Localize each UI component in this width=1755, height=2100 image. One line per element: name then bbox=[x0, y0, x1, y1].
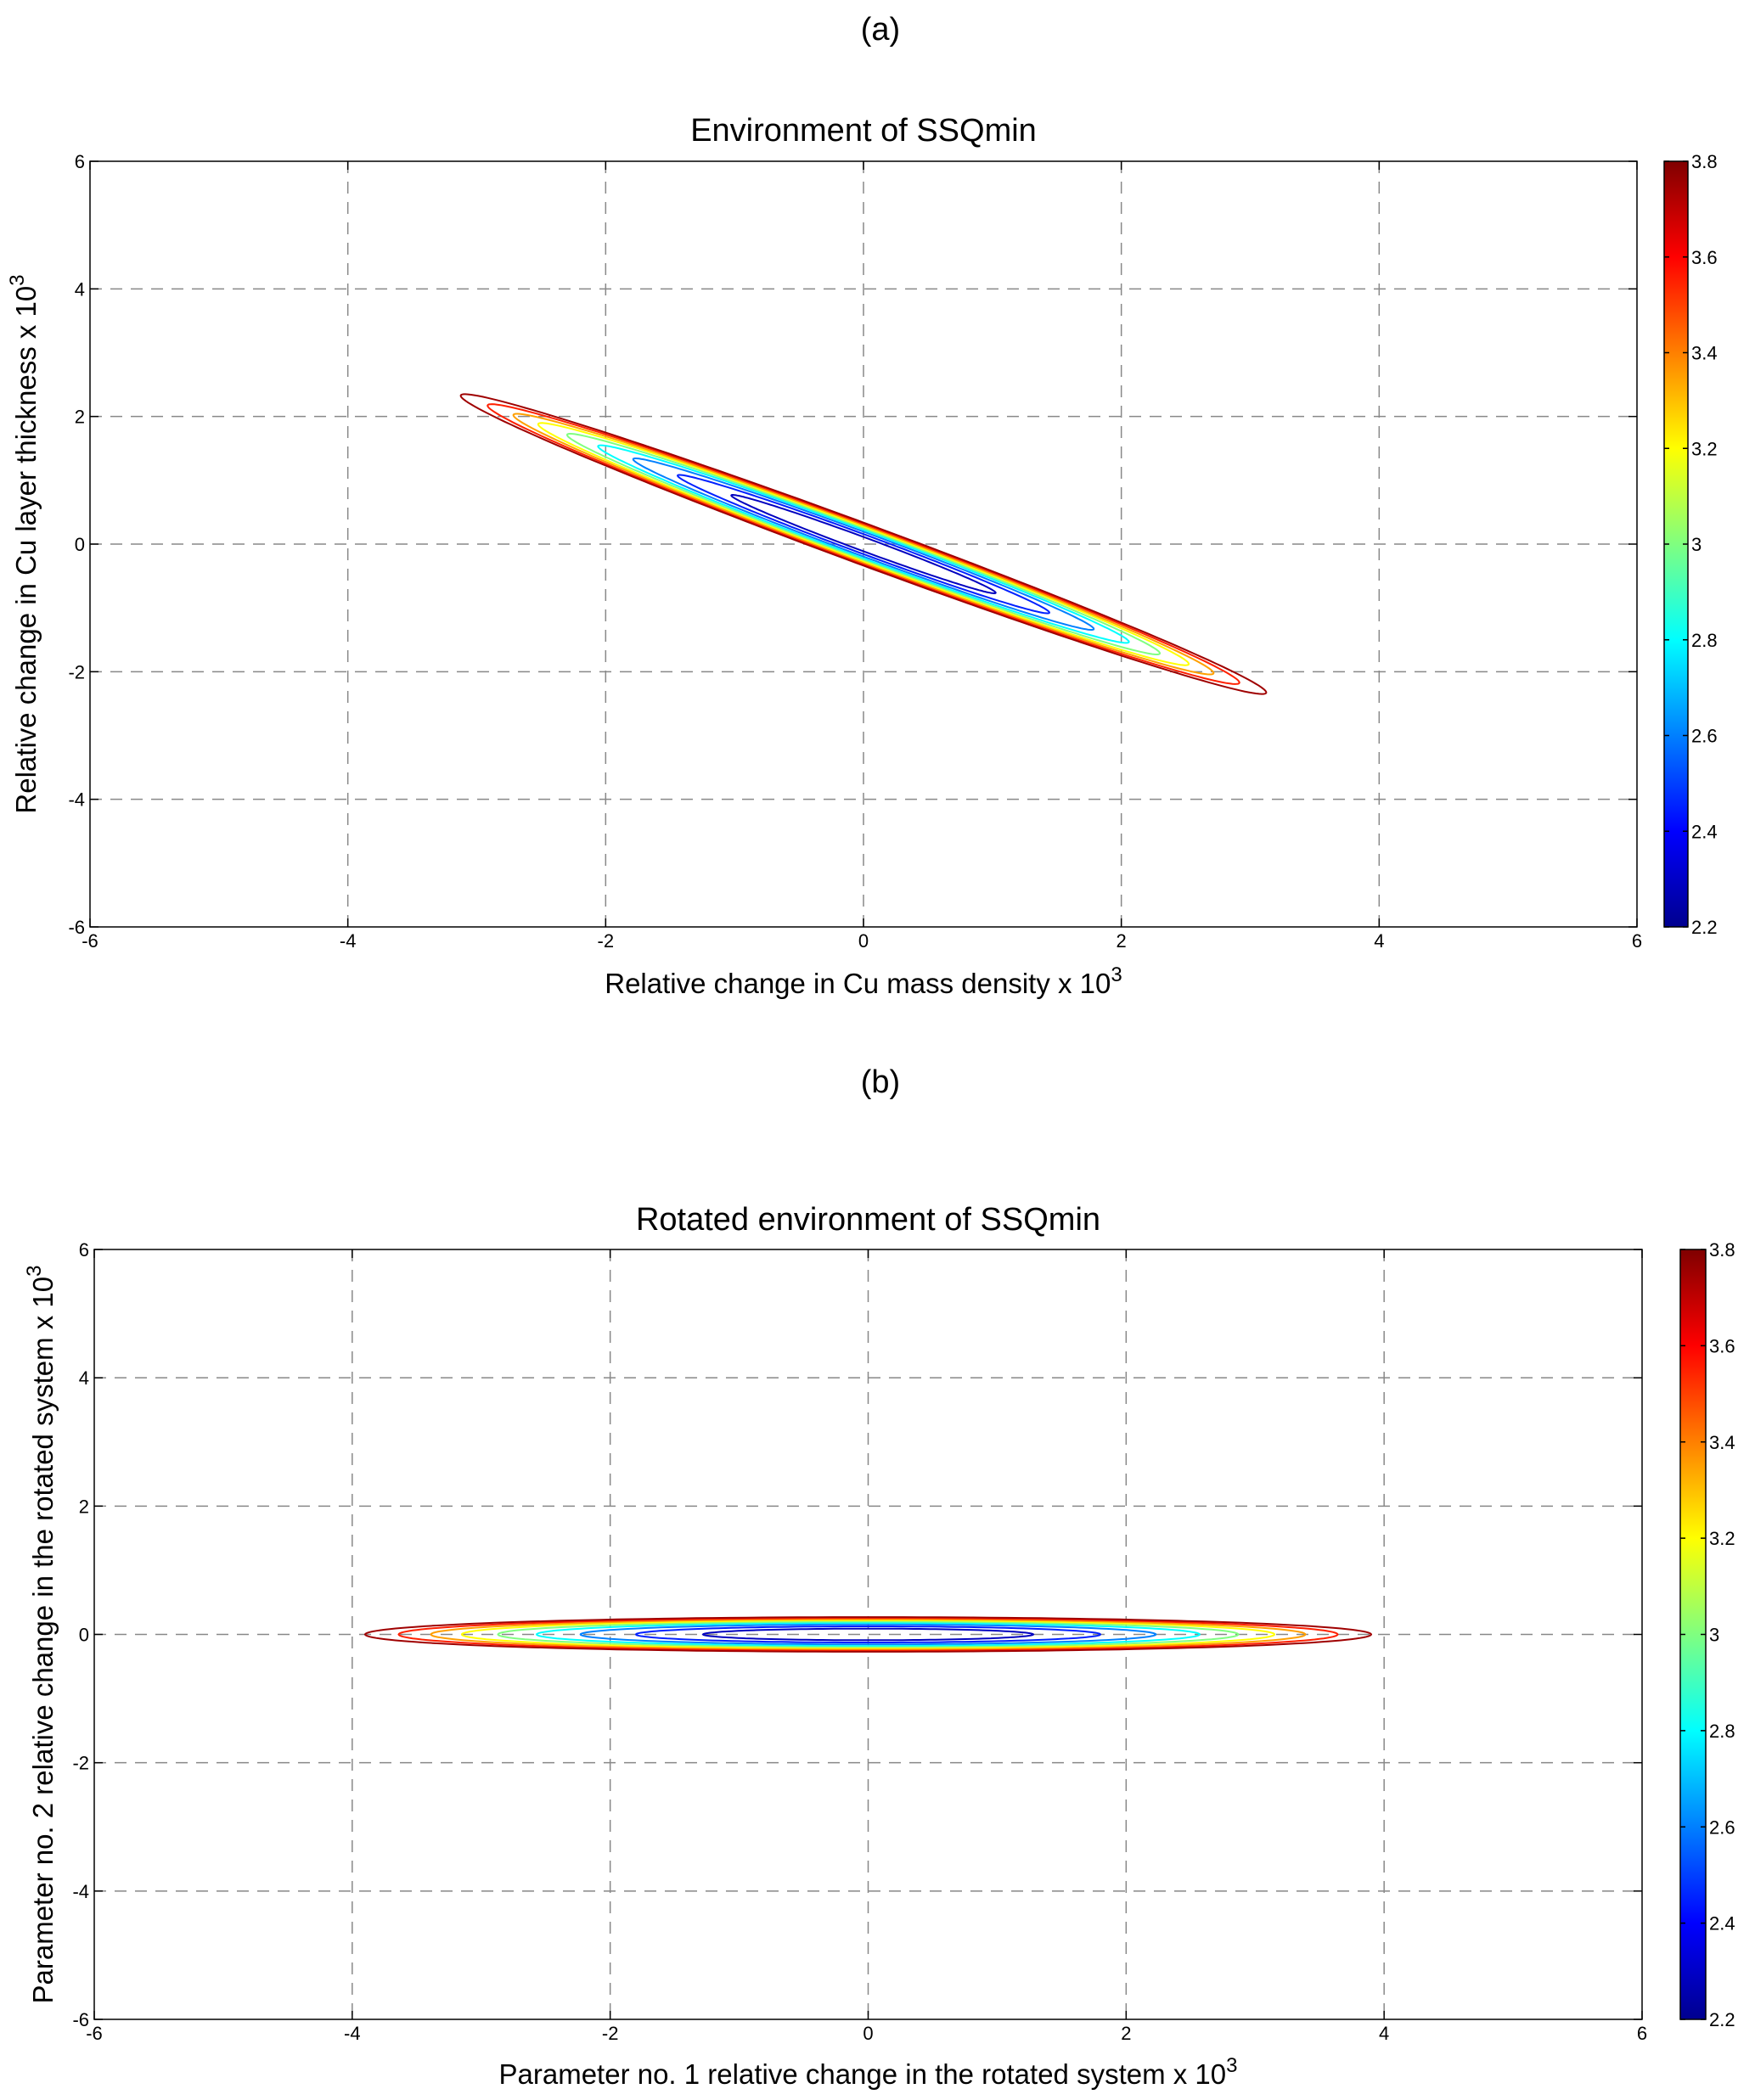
contour-line bbox=[497, 1620, 1240, 1648]
contour-line bbox=[363, 1616, 1373, 1653]
contour-line bbox=[487, 403, 1240, 685]
colorbar: 2.2 2.4 2.6 2.8 3 3.2 3.4 3.6 3.8 bbox=[1663, 151, 1718, 938]
colorbar-tick-label: 3 bbox=[1709, 1625, 1719, 1646]
x-tick-label: 4 bbox=[1379, 2023, 1389, 2044]
contour-line bbox=[632, 458, 1095, 631]
y-tick-label: 2 bbox=[75, 407, 85, 428]
colorbar-tick-label: 2.2 bbox=[1691, 917, 1718, 938]
y-tick-label: -4 bbox=[68, 789, 85, 811]
y-tick-label: -6 bbox=[72, 2009, 89, 2030]
x-axis-label: Parameter no. 1 relative change in the r… bbox=[499, 2054, 1238, 2090]
y-tick-label: -6 bbox=[68, 917, 85, 938]
y-tick-label: 6 bbox=[79, 1239, 89, 1261]
x-tick-label: -4 bbox=[340, 930, 357, 952]
contour-line bbox=[730, 494, 997, 594]
x-axis-label: Relative change in Cu mass density x 103 bbox=[605, 963, 1122, 999]
chart-panel-b: (b) Rotated environment of SSQmin -6 -4 -2 0 2… bbox=[23, 1064, 1735, 2090]
y-tick-label: 6 bbox=[75, 151, 85, 172]
x-axis-label-text: Relative change in Cu mass density x 10 bbox=[605, 968, 1111, 999]
y-tick-label: -2 bbox=[72, 1753, 89, 1774]
contour-line bbox=[536, 1621, 1201, 1648]
panel-label: (b) bbox=[861, 1064, 900, 1100]
x-axis-label-exponent: 3 bbox=[1226, 2054, 1237, 2077]
x-tick-label: 0 bbox=[863, 2023, 873, 2044]
colorbar-tick-label: 3.8 bbox=[1709, 1239, 1735, 1261]
y-axis-label-text: Parameter no. 2 relative change in the r… bbox=[27, 1277, 59, 2004]
contour-line bbox=[459, 393, 1268, 695]
x-tick-label: -2 bbox=[598, 930, 615, 952]
contour-line bbox=[430, 1618, 1307, 1651]
contour-line bbox=[597, 444, 1130, 644]
y-tick-label: 4 bbox=[79, 1367, 89, 1389]
colorbar-tick-label: 3.6 bbox=[1709, 1335, 1735, 1356]
x-tick-label: 2 bbox=[1121, 2023, 1131, 2044]
y-axis-label-exponent: 3 bbox=[23, 1266, 46, 1277]
x-tick-label: 2 bbox=[1117, 930, 1127, 952]
contour-line bbox=[537, 422, 1190, 666]
x-tick-label: -6 bbox=[86, 2023, 103, 2044]
colorbar-tick-label: 3.2 bbox=[1691, 438, 1718, 459]
y-tick-label: -4 bbox=[72, 1881, 89, 1902]
contour-line bbox=[460, 1619, 1276, 1650]
y-tick-label: 0 bbox=[79, 1625, 89, 1646]
y-axis-label: Parameter no. 2 relative change in the r… bbox=[23, 1266, 59, 2004]
panel-label: (a) bbox=[861, 12, 900, 48]
y-tick-label: 4 bbox=[75, 278, 85, 300]
colorbar-tick-label: 3.2 bbox=[1709, 1528, 1735, 1549]
colorbar-tick-label: 3 bbox=[1691, 534, 1702, 555]
chart-title: Environment of SSQmin bbox=[690, 113, 1037, 149]
contour-line bbox=[579, 1623, 1157, 1646]
colorbar-tick-label: 3.4 bbox=[1709, 1432, 1735, 1453]
colorbar-tick-label: 2.6 bbox=[1709, 1816, 1735, 1838]
x-tick-label: 6 bbox=[1632, 930, 1642, 952]
x-tick-label: 4 bbox=[1374, 930, 1384, 952]
x-tick-label: -6 bbox=[82, 930, 98, 952]
colorbar-tick-label: 2.8 bbox=[1709, 1721, 1735, 1742]
colorbar-tick-label: 3.6 bbox=[1691, 247, 1718, 268]
x-tick-label: 0 bbox=[858, 930, 869, 952]
colorbar-tick-label: 2.2 bbox=[1709, 2009, 1735, 2030]
colorbar-tick-label: 2.4 bbox=[1691, 821, 1718, 842]
y-axis-label: Relative change in Cu layer thickness x … bbox=[6, 274, 42, 813]
y-tick-label: 0 bbox=[75, 534, 85, 555]
y-tick-label: 2 bbox=[79, 1496, 89, 1517]
contour-line bbox=[701, 1627, 1035, 1642]
y-tick-label: -2 bbox=[68, 661, 85, 682]
colorbar-tick-label: 3.8 bbox=[1691, 151, 1718, 172]
colorbar-tick-label: 2.4 bbox=[1709, 1913, 1735, 1934]
contour-line bbox=[566, 433, 1161, 655]
x-axis-label-text: Parameter no. 1 relative change in the r… bbox=[499, 2058, 1227, 2090]
colorbar-tick-label: 2.6 bbox=[1691, 726, 1718, 747]
chart-panel-a: (a) Environment of SSQmin -6 -4 -2 0 2 4 6 -6 -4 -2… bbox=[6, 12, 1718, 999]
contour-line bbox=[512, 413, 1215, 676]
y-axis-label-text: Relative change in Cu layer thickness x … bbox=[10, 286, 42, 814]
contour-line bbox=[397, 1617, 1339, 1652]
x-tick-label: 6 bbox=[1637, 2023, 1647, 2044]
x-tick-label: -4 bbox=[344, 2023, 361, 2044]
x-axis-label-exponent: 3 bbox=[1111, 963, 1122, 986]
y-axis-label-exponent: 3 bbox=[6, 274, 29, 285]
contour-line bbox=[677, 474, 1050, 615]
chart-title: Rotated environment of SSQmin bbox=[636, 1202, 1100, 1238]
x-tick-label: -2 bbox=[602, 2023, 619, 2044]
contour-line bbox=[635, 1626, 1102, 1643]
colorbar: 2.2 2.4 2.6 2.8 3 3.2 3.4 3.6 3.8 bbox=[1679, 1239, 1735, 2030]
colorbar-tick-label: 3.4 bbox=[1691, 343, 1718, 364]
colorbar-tick-label: 2.8 bbox=[1691, 630, 1718, 651]
